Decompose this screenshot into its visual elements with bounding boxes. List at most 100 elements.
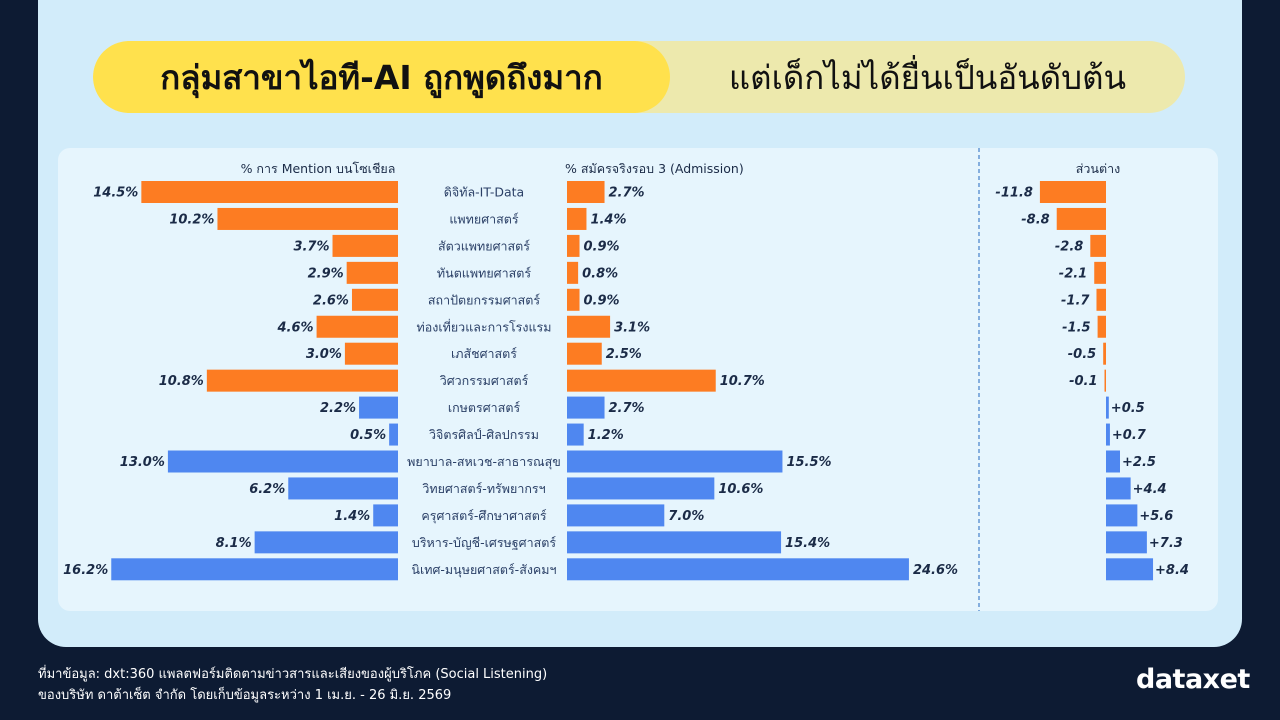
mention-label: 2.6% — [313, 293, 349, 308]
mention-bar — [351, 288, 398, 311]
admission-bar — [567, 558, 909, 581]
category-label: สัตวแพทยศาสตร์ — [438, 238, 530, 253]
mention-label: 6.2% — [249, 482, 285, 497]
category-label: สถาปัตยกรรมศาสตร์ — [428, 292, 541, 307]
difference-bar — [1103, 342, 1106, 365]
admission-bar — [567, 423, 584, 446]
difference-bar — [1096, 288, 1106, 311]
difference-bar — [1106, 504, 1138, 527]
mention-bar — [111, 558, 398, 581]
difference-bar — [1106, 396, 1109, 419]
mention-bar — [141, 181, 398, 203]
admission-bar — [567, 396, 605, 419]
admission-label: 2.5% — [606, 347, 642, 362]
admission-bar — [567, 531, 782, 554]
panel-header-difference: ส่วนต่าง — [1076, 161, 1120, 176]
category-label: แพทยศาสตร์ — [449, 211, 519, 226]
mention-label: 3.0% — [306, 347, 342, 362]
difference-label: -0.5 — [1068, 347, 1096, 362]
difference-bar — [1104, 369, 1106, 392]
admission-label: 1.4% — [590, 212, 626, 227]
admission-label: 0.8% — [582, 266, 618, 281]
difference-bar — [1097, 315, 1106, 338]
dataxet-logo: dataxet — [1136, 664, 1250, 695]
mention-bar — [217, 207, 398, 230]
difference-label: -2.8 — [1055, 239, 1083, 254]
mention-label: 14.5% — [93, 186, 138, 201]
category-label: ท่องเที่ยวและการโรงแรม — [417, 318, 552, 334]
mention-label: 10.2% — [169, 212, 214, 227]
admission-bar — [567, 261, 579, 284]
mention-bar — [389, 423, 398, 446]
difference-label: +5.6 — [1139, 509, 1173, 524]
difference-label: +0.7 — [1112, 428, 1147, 443]
mention-label: 2.9% — [308, 266, 344, 281]
mention-bar — [344, 342, 398, 365]
difference-bar — [1106, 450, 1120, 473]
admission-bar — [567, 207, 587, 230]
mention-label: 4.6% — [277, 320, 314, 335]
mention-label: 1.4% — [334, 509, 370, 524]
category-label: วิทยศาสตร์-ทรัพยากรฯ — [422, 481, 545, 496]
mention-bar — [288, 477, 398, 500]
headline: กลุ่มสาขาไอที-AI ถูกพูดถึงมาก แต่เด็กไม่… — [93, 41, 1185, 113]
mention-label: 8.1% — [216, 536, 252, 551]
category-label: วิจิตรศิลป์-ศิลปกรรม — [429, 427, 539, 442]
admission-label: 2.7% — [609, 186, 645, 201]
category-label: ครุศาสตร์-ศึกษาศาสตร์ — [421, 508, 546, 524]
source-line-1: ที่มาข้อมูล: dxt:360 แพลตฟอร์มติดตามข่าว… — [38, 667, 548, 682]
panel-header-mention: % การ Mention บนโซเชียล — [241, 161, 396, 176]
admission-bar — [567, 181, 605, 203]
mention-bar — [332, 234, 398, 257]
difference-label: +4.4 — [1133, 482, 1167, 497]
admission-bar — [567, 234, 580, 257]
category-label: ดิจิทัล-IT-Data — [444, 185, 524, 200]
difference-label: +8.4 — [1155, 563, 1189, 578]
mention-bar — [346, 261, 398, 284]
category-label: วิศวกรรมศาสตร์ — [440, 373, 529, 388]
mention-label: 10.8% — [159, 374, 204, 389]
mention-bar — [359, 396, 398, 419]
panel-header-admission: % สมัครจริงรอบ 3 (Admission) — [565, 161, 744, 176]
headline-rest: แต่เด็กไม่ได้ยื่นเป็นอันดับต้น — [728, 57, 1127, 97]
category-label: นิเทศ-มนุษยศาสตร์-สังคมฯ — [411, 562, 556, 578]
source-line-2: ของบริษัท ดาต้าเซ็ต จำกัด โดยเก็บข้อมูลร… — [38, 688, 452, 703]
admission-bar — [567, 288, 580, 311]
difference-bar — [1106, 423, 1110, 446]
admission-label: 0.9% — [584, 293, 620, 308]
admission-label: 0.9% — [584, 239, 620, 254]
admission-bar — [567, 369, 716, 392]
difference-label: +2.5 — [1122, 455, 1156, 470]
difference-label: -1.7 — [1061, 293, 1090, 308]
difference-label: +7.3 — [1149, 536, 1183, 551]
admission-label: 3.1% — [614, 320, 650, 335]
mention-bar — [167, 450, 398, 473]
admission-label: 24.6% — [913, 563, 958, 578]
admission-label: 10.7% — [720, 374, 765, 389]
mention-label: 16.2% — [63, 563, 108, 578]
difference-bar — [1106, 531, 1147, 554]
difference-bar — [1106, 477, 1131, 500]
difference-label: +0.5 — [1111, 401, 1145, 416]
difference-label: -2.1 — [1059, 266, 1087, 281]
difference-bar — [1094, 261, 1106, 284]
mention-bar — [316, 315, 398, 338]
mention-bar — [254, 531, 398, 554]
difference-label: -1.5 — [1062, 320, 1090, 335]
admission-label: 2.7% — [609, 401, 645, 416]
admission-bar — [567, 477, 715, 500]
admission-bar — [567, 504, 665, 527]
difference-label: -11.8 — [995, 186, 1032, 201]
admission-bar — [567, 315, 611, 338]
category-label: เกษตรศาสตร์ — [448, 400, 521, 415]
mention-bar — [373, 504, 398, 527]
category-label: ทันตแพทยศาสตร์ — [437, 265, 531, 280]
chart-card: % การ Mention บนโซเชียล % สมัครจริงรอบ 3 … — [58, 148, 1218, 611]
category-label: บริหาร-บัญชี-เศรษฐศาสตร์ — [412, 535, 556, 550]
admission-label: 15.5% — [786, 455, 831, 470]
admission-label: 7.0% — [668, 509, 704, 524]
difference-bar — [1106, 558, 1154, 581]
difference-label: -0.1 — [1069, 374, 1097, 389]
difference-bar — [1056, 207, 1106, 230]
chart: % การ Mention บนโซเชียล % สมัครจริงรอบ 3 … — [63, 148, 1189, 611]
